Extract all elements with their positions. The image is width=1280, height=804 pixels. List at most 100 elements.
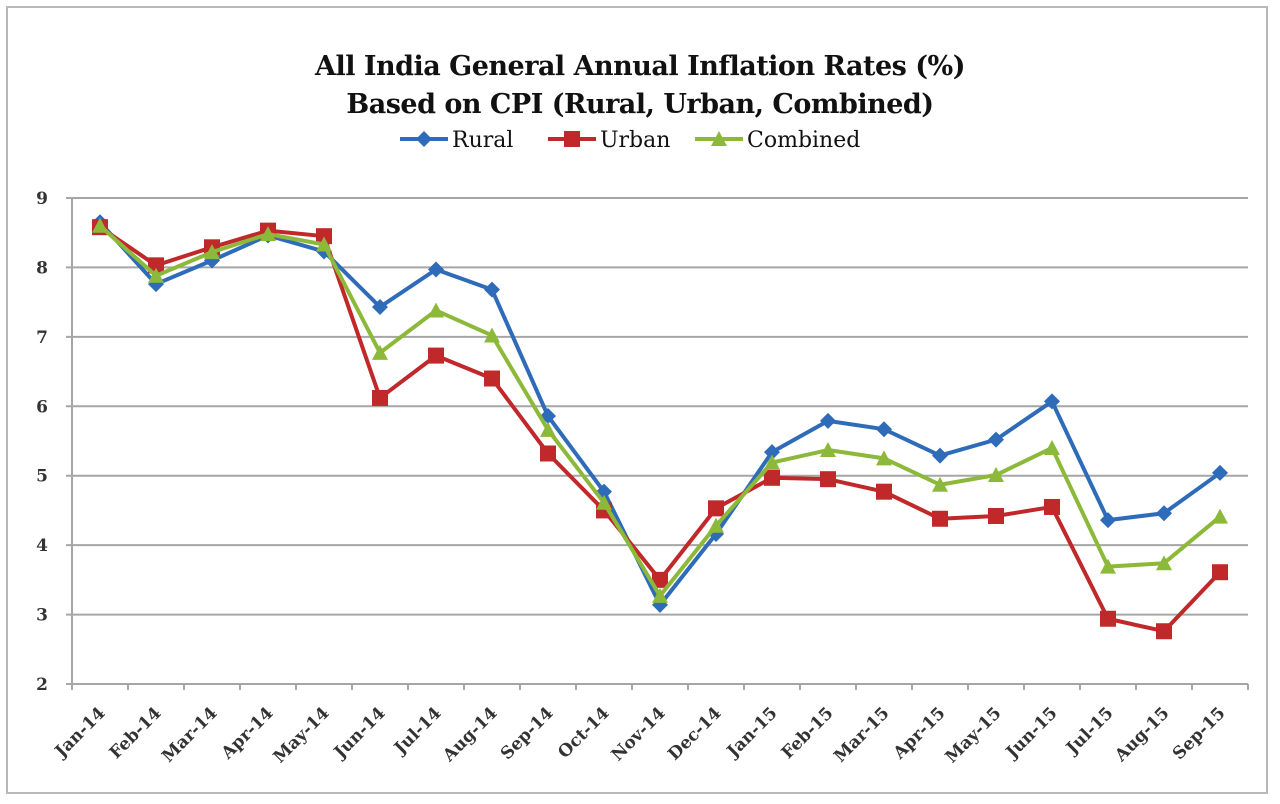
data-point-combined: [484, 327, 500, 343]
x-tick-label: Jul-15: [1061, 703, 1117, 759]
y-tick-label: 4: [36, 536, 48, 556]
data-point-combined: [1044, 439, 1060, 455]
data-point-rural: [1100, 512, 1116, 529]
data-point-rural: [932, 447, 948, 464]
data-point-rural: [988, 431, 1004, 448]
data-point-urban: [1156, 623, 1172, 640]
x-tick-label: Apr-14: [217, 703, 278, 764]
x-tick-label: Jun-14: [329, 703, 390, 764]
legend-marker-icon: [711, 131, 727, 146]
data-point-rural: [1044, 393, 1060, 410]
data-point-combined: [820, 442, 836, 458]
series-line-rural: [98, 220, 1222, 607]
legend-item-combined: Combined: [695, 128, 860, 153]
data-point-rural: [372, 299, 388, 316]
x-tick-label: Mar-15: [830, 703, 893, 766]
series-line-combined: [98, 224, 1222, 598]
data-point-urban: [1044, 498, 1060, 515]
data-point-combined: [540, 421, 556, 437]
data-point-urban: [484, 370, 500, 387]
legend-marker-icon: [564, 131, 580, 147]
x-tick-label: Sep-15: [1169, 703, 1230, 764]
series-urban: [92, 219, 1228, 640]
legend-label: Urban: [600, 128, 670, 153]
data-point-rural: [764, 444, 780, 461]
legend: Rural Urban Combined: [400, 128, 860, 153]
data-point-combined: [596, 494, 612, 510]
data-point-urban: [988, 507, 1004, 524]
chart-title-line-1: All India General Annual Inflation Rates…: [315, 51, 965, 82]
x-tick-label: Jul-14: [389, 703, 445, 759]
x-tick-label: Oct-14: [554, 703, 613, 762]
series-line-urban: [98, 225, 1222, 634]
gridlines: [66, 197, 1248, 685]
data-point-combined: [988, 467, 1004, 483]
data-point-rural: [1212, 464, 1228, 481]
data-point-combined: [876, 450, 892, 466]
data-point-combined: [260, 226, 276, 242]
x-tick-label: Aug-14: [438, 703, 501, 766]
x-tick-label: Jan-15: [722, 703, 781, 762]
data-point-rural: [1156, 505, 1172, 522]
x-tick-label: Nov-14: [608, 703, 670, 765]
y-tick-label: 9: [36, 189, 48, 209]
data-point-combined: [1156, 555, 1172, 571]
data-point-urban: [316, 228, 332, 245]
y-tick-label: 2: [36, 675, 48, 695]
y-tick-label: 3: [36, 606, 48, 626]
series-rural: [92, 214, 1228, 613]
data-point-combined: [764, 454, 780, 470]
data-point-urban: [1212, 564, 1228, 581]
data-point-rural: [428, 261, 444, 278]
data-point-combined: [708, 517, 724, 533]
x-tick-label: Sep-14: [497, 703, 558, 764]
data-point-combined: [932, 476, 948, 492]
legend-label: Rural: [452, 128, 513, 153]
data-point-combined: [92, 217, 108, 233]
chart-title: All India General Annual Inflation Rates…: [0, 48, 1280, 124]
data-point-combined: [372, 344, 388, 360]
data-point-urban: [652, 571, 668, 588]
y-tick-label: 7: [36, 328, 48, 348]
data-point-urban: [764, 469, 780, 486]
chart-title-line-2: Based on CPI (Rural, Urban, Combined): [346, 89, 934, 120]
y-tick-label: 5: [36, 467, 48, 487]
data-point-urban: [428, 347, 444, 364]
data-point-urban: [372, 389, 388, 406]
x-tick-label: May-14: [270, 703, 334, 767]
data-point-combined: [1212, 508, 1228, 524]
series-group: [92, 214, 1228, 640]
data-point-rural: [876, 421, 892, 438]
data-point-combined: [204, 244, 220, 260]
legend-marker-icon: [416, 131, 432, 147]
x-tick-label: Jun-15: [1001, 703, 1061, 763]
x-tick-label: Feb-14: [106, 703, 166, 763]
data-point-combined: [428, 302, 444, 318]
x-tick-label: Mar-14: [158, 703, 221, 766]
data-point-urban: [820, 471, 836, 488]
data-point-rural: [484, 281, 500, 298]
data-point-combined: [652, 587, 668, 603]
x-tick-label: May-15: [942, 703, 1006, 767]
data-point-combined: [1100, 558, 1116, 574]
data-point-urban: [876, 483, 892, 500]
legend-item-rural: Rural: [400, 128, 513, 153]
data-point-rural: [820, 412, 836, 429]
x-tick-label: Aug-15: [1110, 703, 1173, 766]
data-point-combined: [148, 267, 164, 283]
series-combined: [92, 217, 1228, 603]
x-tick-label: Apr-15: [889, 703, 950, 764]
data-point-urban: [708, 500, 724, 517]
x-tick-label: Dec-14: [664, 703, 725, 764]
x-tick-label: Feb-15: [778, 703, 838, 763]
y-tick-label: 8: [36, 258, 48, 278]
legend-label: Combined: [747, 128, 860, 153]
y-tick-label: 6: [36, 397, 48, 417]
data-point-urban: [932, 510, 948, 527]
legend-item-urban: Urban: [548, 128, 670, 153]
data-point-urban: [540, 445, 556, 462]
x-tick-label: Jan-14: [50, 703, 110, 763]
data-point-urban: [148, 257, 164, 274]
data-point-combined: [316, 236, 332, 252]
